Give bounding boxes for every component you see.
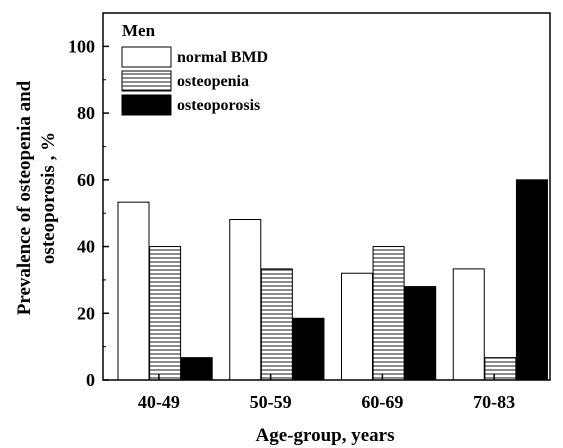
plot-area xyxy=(117,179,548,381)
y-tick-label: 20 xyxy=(77,303,95,323)
x-tick-label: 60-69 xyxy=(361,392,403,412)
y-tick-label: 0 xyxy=(86,370,95,390)
bar-osteopenia-50-59 xyxy=(260,268,293,381)
bar-osteoporosis-50-59 xyxy=(292,317,325,381)
y-axis-title-line-1: Prevalence of osteopenia and xyxy=(14,80,35,315)
legend-label-osteoporosis: osteoporosis xyxy=(177,97,260,114)
y-axis-title: Prevalence of osteopenia and osteoporosi… xyxy=(14,80,59,315)
legend-swatch-osteopenia xyxy=(121,70,172,92)
legend-swatch-osteoporosis xyxy=(121,94,172,116)
bar-osteopenia-70-83 xyxy=(484,357,517,381)
bar-osteoporosis-70-83 xyxy=(515,179,548,381)
bar-osteopenia-60-69 xyxy=(372,246,405,381)
y-tick-label: 80 xyxy=(77,103,95,123)
bar-normal-bmd-50-59 xyxy=(229,219,262,381)
y-tick-label: 40 xyxy=(77,237,95,257)
legend-label-osteopenia: osteopenia xyxy=(177,73,249,90)
y-axis: 0 20 40 60 80 100 xyxy=(68,36,109,390)
x-tick-label: 50-59 xyxy=(250,392,292,412)
x-axis: 40-49 50-59 60-69 70-83 xyxy=(138,374,515,412)
x-tick-label: 40-49 xyxy=(138,392,180,412)
bar-osteoporosis-40-49 xyxy=(180,357,213,381)
legend: Men normal BMD osteopenia osteoporosis xyxy=(121,21,268,116)
legend-label-normal-bmd: normal BMD xyxy=(177,49,268,66)
bar-normal-bmd-60-69 xyxy=(341,272,373,381)
plot-frame xyxy=(102,12,551,381)
legend-title: Men xyxy=(122,21,156,40)
y-axis-title-line-2: osteoporosis , % xyxy=(38,132,59,264)
legend-swatch-normal-bmd xyxy=(121,46,172,68)
y-tick-label: 60 xyxy=(77,170,95,190)
x-tick-label: 70-83 xyxy=(473,392,515,412)
bar-osteoporosis-60-69 xyxy=(404,286,437,381)
y-tick-label: 100 xyxy=(68,36,95,56)
bar-osteopenia-40-49 xyxy=(149,246,182,381)
bar-normal-bmd-70-83 xyxy=(452,268,485,381)
x-axis-title: Age-group, years xyxy=(256,425,395,446)
bar-normal-bmd-40-49 xyxy=(117,201,150,381)
